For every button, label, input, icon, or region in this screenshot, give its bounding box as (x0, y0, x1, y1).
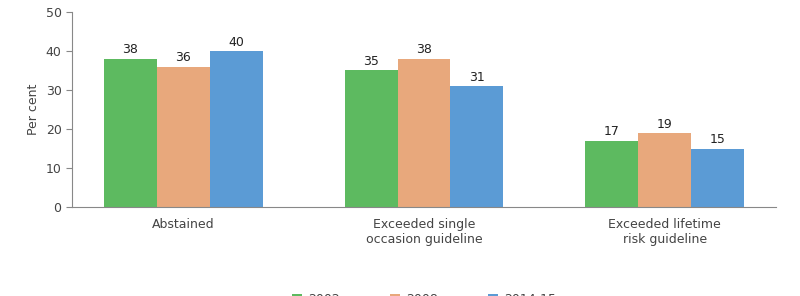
Bar (638, 133, 691, 207)
Bar (345, 70, 398, 207)
Bar (210, 51, 262, 207)
Legend: 2002, 2008, 2014-15: 2002, 2008, 2014-15 (287, 288, 561, 296)
Bar (104, 59, 157, 207)
Text: 31: 31 (469, 71, 485, 84)
Text: 38: 38 (122, 44, 138, 56)
Y-axis label: Per cent: Per cent (27, 84, 40, 135)
Text: 19: 19 (657, 118, 673, 131)
Text: 15: 15 (710, 133, 726, 146)
Bar (450, 86, 503, 207)
Text: 36: 36 (175, 51, 191, 64)
Bar (157, 67, 210, 207)
Bar (691, 149, 744, 207)
Bar (398, 59, 450, 207)
Text: 40: 40 (228, 36, 244, 49)
Text: 38: 38 (416, 44, 432, 56)
Bar (586, 141, 638, 207)
Text: 35: 35 (363, 55, 379, 68)
Text: 17: 17 (604, 126, 620, 139)
